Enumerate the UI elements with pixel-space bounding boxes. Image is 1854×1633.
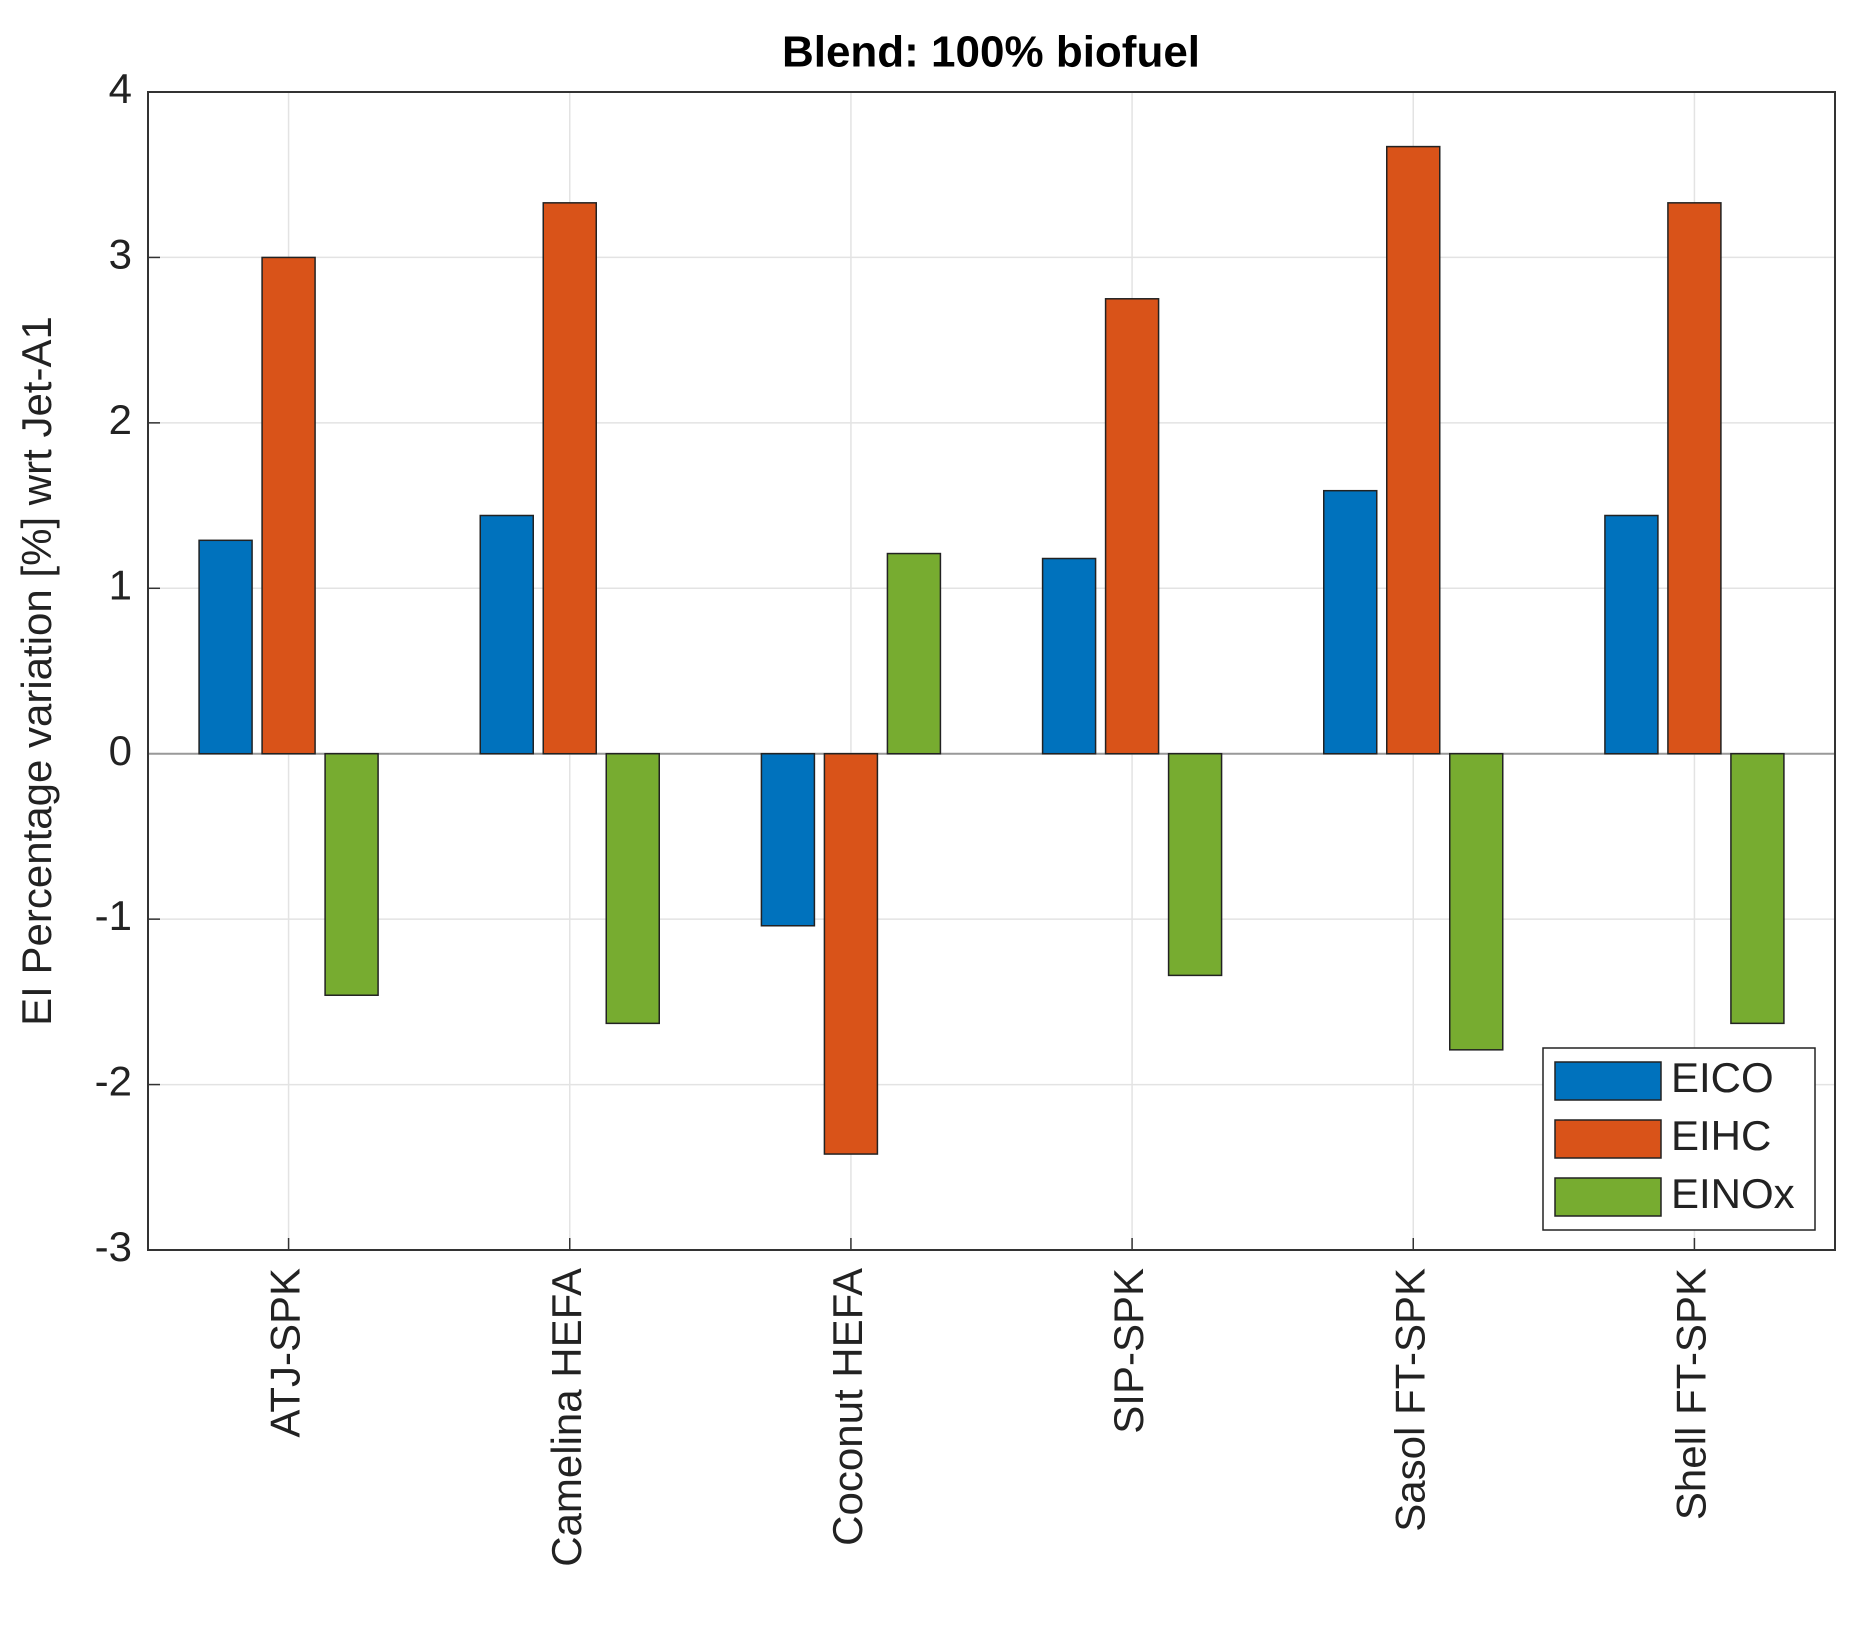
bar xyxy=(261,256,316,755)
bar xyxy=(1667,202,1722,755)
y-axis-label: EI Percentage variation [%] wrt Jet-A1 xyxy=(13,316,60,1026)
x-tick-label: ATJ-SPK xyxy=(262,1268,309,1438)
y-tick-label: 1 xyxy=(109,561,132,608)
bar xyxy=(1449,752,1504,1051)
y-tick-label: -2 xyxy=(95,1058,132,1105)
bar xyxy=(479,514,534,755)
y-tick-label: -3 xyxy=(95,1223,132,1270)
x-tick-label: Sasol FT-SPK xyxy=(1386,1268,1433,1532)
bar xyxy=(1604,514,1659,755)
bar xyxy=(1041,557,1097,755)
y-tick-label: 0 xyxy=(109,727,132,774)
plot-frame xyxy=(147,91,1836,1251)
y-tick-label: 4 xyxy=(109,65,132,112)
bar xyxy=(542,202,597,755)
legend-label: EIHC xyxy=(1671,1112,1771,1159)
x-tick-label: Coconut HEFA xyxy=(824,1268,871,1546)
y-tick-label: 2 xyxy=(109,396,132,443)
legend-swatch xyxy=(1554,1177,1662,1217)
legend-swatch xyxy=(1554,1061,1662,1101)
bar xyxy=(1386,145,1441,755)
legend-label: EICO xyxy=(1671,1054,1774,1101)
bar xyxy=(324,752,379,996)
x-tick-label: Shell FT-SPK xyxy=(1668,1268,1715,1520)
bar xyxy=(823,752,879,1155)
bar xyxy=(1730,752,1785,1025)
x-tick-label: SIP-SPK xyxy=(1105,1268,1152,1434)
bar xyxy=(198,539,253,755)
bar xyxy=(886,552,942,755)
y-tick-label: -1 xyxy=(95,892,132,939)
legend-label: EINOx xyxy=(1671,1170,1795,1217)
x-tick-label: Camelina HEFA xyxy=(543,1268,590,1567)
bar xyxy=(1167,752,1223,977)
bar xyxy=(760,752,816,927)
bar xyxy=(605,752,660,1025)
bar xyxy=(1323,489,1378,755)
chart-title: Blend: 100% biofuel xyxy=(782,28,1200,77)
y-tick-label: 3 xyxy=(109,231,132,278)
bar xyxy=(1104,298,1160,755)
legend-swatch xyxy=(1554,1119,1662,1159)
